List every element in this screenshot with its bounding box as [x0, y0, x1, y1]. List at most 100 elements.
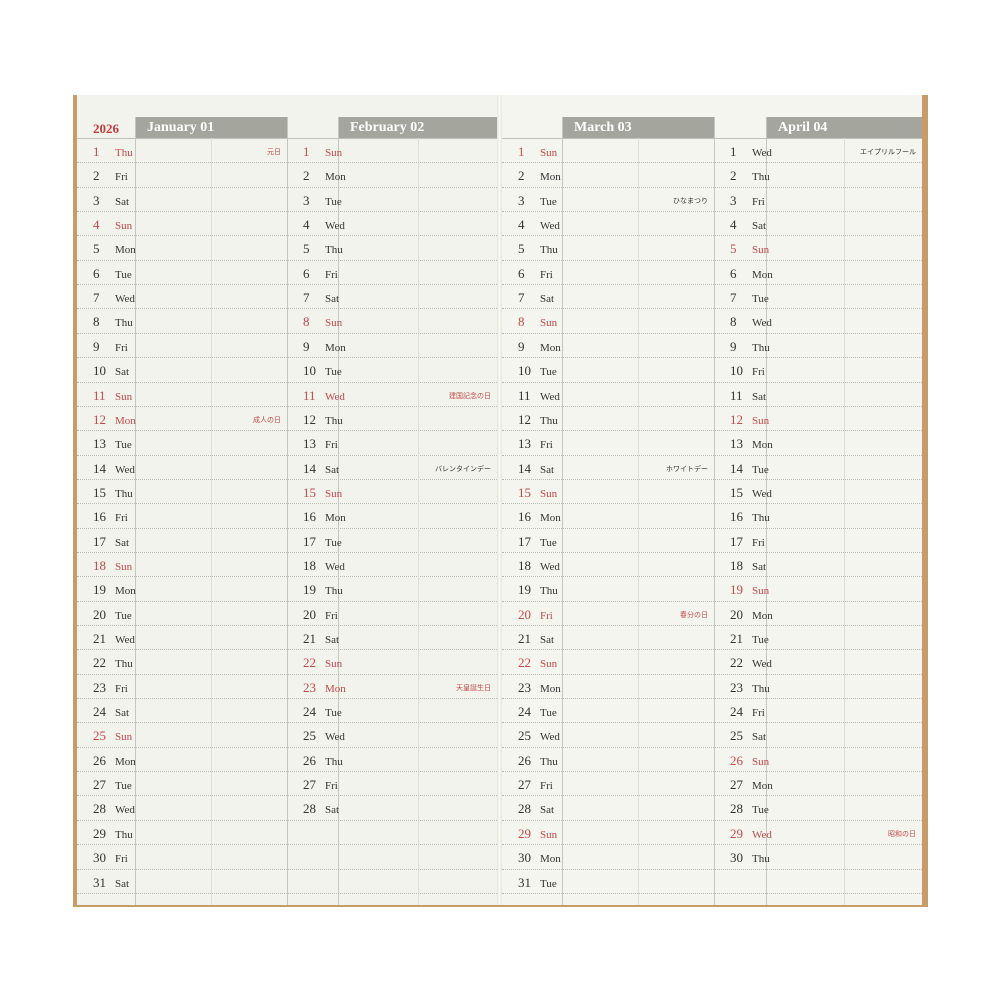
notes-divider [638, 138, 639, 905]
day-row: 9 Mon [518, 335, 561, 359]
day-row: 30 Fri [93, 846, 128, 870]
day-number: 11 [93, 387, 106, 403]
day-number: 2 [303, 168, 310, 184]
weekday: Thu [752, 341, 770, 354]
day-row: 18 Sat [730, 554, 766, 578]
day-number: 26 [93, 752, 106, 768]
column-divider [338, 117, 339, 905]
row-divider [502, 576, 922, 578]
day-row: 12 Thu [518, 408, 558, 432]
day-number: 3 [93, 192, 100, 208]
day-number: 5 [518, 241, 525, 257]
weekday: Sun [752, 755, 770, 768]
day-row: 20 Tue [93, 603, 132, 627]
weekday: Thu [115, 828, 133, 841]
day-number: 23 [730, 679, 743, 695]
weekday: Thu [325, 414, 343, 427]
row-divider [502, 186, 922, 188]
day-number: 1 [518, 144, 525, 159]
row-divider [502, 284, 922, 286]
weekday: Sun [540, 828, 558, 841]
day-row: 7 Sat [303, 286, 339, 310]
day-row: 15 Sun [518, 481, 557, 505]
weekday: Thu [540, 414, 558, 427]
weekday: Tue [752, 293, 769, 306]
day-number: 12 [518, 411, 531, 427]
day-number: 20 [518, 606, 531, 622]
weekday: Wed [325, 390, 345, 403]
day-number: 15 [303, 484, 316, 500]
day-number: 25 [93, 728, 106, 744]
day-number: 16 [303, 509, 316, 525]
day-number: 8 [730, 314, 737, 330]
row-divider [502, 600, 922, 602]
row-divider [502, 430, 922, 432]
weekday: Wed [752, 487, 772, 500]
day-row: 7 Tue [730, 286, 769, 310]
row-divider [502, 551, 922, 553]
day-row: 4 Sun [93, 213, 132, 237]
weekday: Mon [540, 512, 561, 525]
day-number: 16 [93, 509, 106, 525]
weekday: Thu [115, 147, 133, 159]
day-number: 14 [730, 460, 743, 476]
day-row: 8 Thu [93, 310, 133, 334]
day-row: 14 Wed [93, 457, 135, 481]
weekday: Tue [540, 536, 557, 549]
day-row: 18 Wed [303, 554, 345, 578]
day-row: 25 Sun [93, 724, 132, 748]
day-number: 18 [93, 557, 106, 573]
notes-divider [844, 138, 845, 905]
weekday: Thu [325, 585, 343, 598]
day-row: 5 Mon [93, 237, 136, 261]
weekday: Wed [115, 463, 135, 476]
day-row: 17 Fri [730, 530, 765, 554]
weekday: Wed [115, 804, 135, 817]
day-row: 2 Thu [730, 164, 770, 188]
weekday: Sun [325, 487, 343, 500]
weekday: Wed [325, 731, 345, 744]
day-row: 16 Thu [730, 505, 770, 529]
weekday: Mon [540, 853, 561, 866]
day-number: 27 [518, 777, 531, 793]
holiday-label: 成人の日 [253, 415, 281, 424]
day-row: 26 Sun [730, 749, 769, 773]
day-number: 26 [730, 752, 743, 768]
weekday: Fri [752, 707, 765, 720]
holiday-label: エイプリルフール [860, 148, 916, 156]
day-row: 27 Tue [93, 773, 132, 797]
row-divider [502, 722, 922, 724]
day-row: 28 Tue [730, 797, 769, 821]
day-number: 19 [730, 582, 743, 598]
day-number: 28 [730, 801, 743, 817]
weekday: Sat [115, 195, 130, 208]
day-row: 8 Sun [518, 310, 557, 334]
day-number: 9 [518, 338, 525, 354]
day-number: 13 [303, 436, 316, 452]
day-number: 20 [303, 606, 316, 622]
day-row: 1 Sun [303, 140, 342, 164]
day-row: 29 Thu [93, 822, 133, 846]
weekday: Tue [325, 366, 342, 379]
day-number: 9 [93, 338, 100, 354]
day-number: 22 [93, 655, 106, 671]
day-number: 23 [93, 679, 106, 695]
weekday: Wed [115, 293, 135, 306]
day-number: 7 [730, 290, 737, 306]
weekday: Tue [540, 877, 557, 890]
day-number: 14 [303, 460, 316, 476]
weekday: Fri [115, 682, 128, 695]
weekday: Thu [752, 512, 770, 525]
day-number: 11 [518, 387, 531, 403]
day-number: 17 [93, 533, 106, 549]
weekday: Sun [115, 731, 133, 744]
row-divider [502, 454, 922, 456]
holiday-label: 元日 [267, 148, 281, 156]
day-row: 29 Sun [518, 822, 557, 846]
weekday: Fri [325, 268, 338, 281]
day-number: 7 [93, 290, 100, 306]
day-row: 6 Mon [730, 262, 773, 286]
weekday: Fri [115, 512, 128, 525]
day-row: 7 Sat [518, 286, 554, 310]
day-row: 19 Thu [518, 578, 558, 602]
